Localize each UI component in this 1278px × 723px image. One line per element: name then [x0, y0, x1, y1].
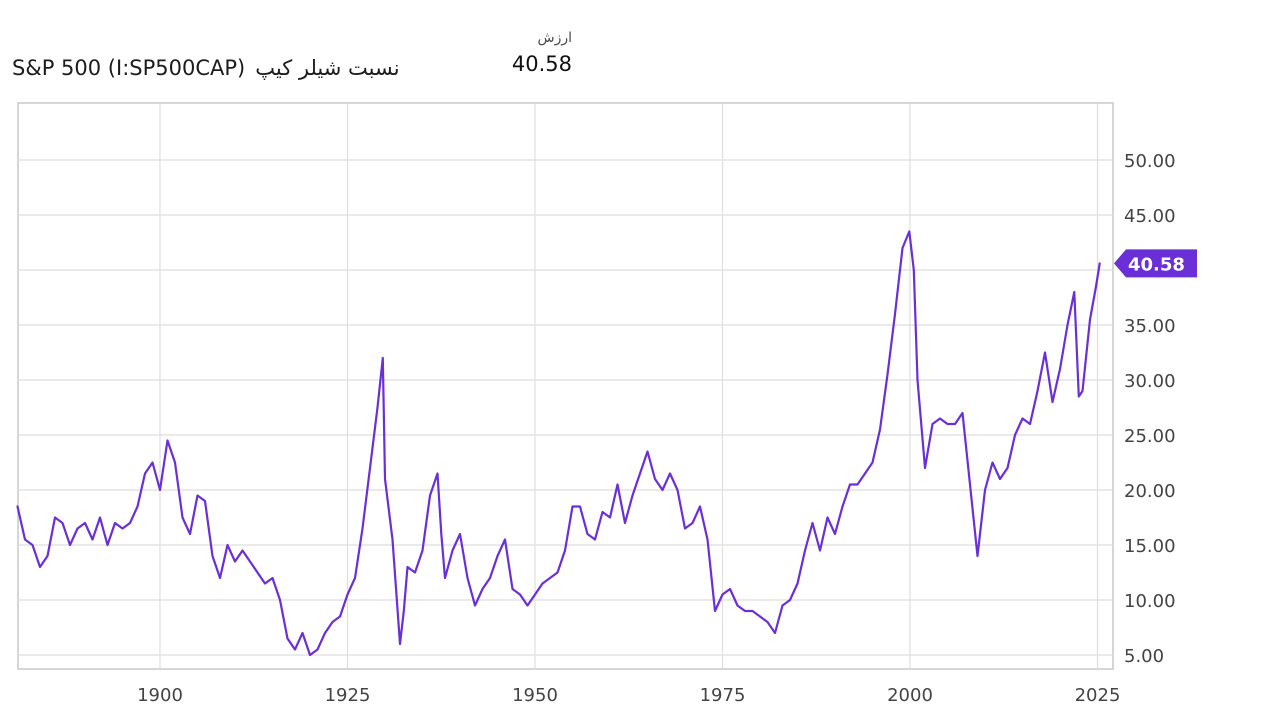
current-value-block: ارزش 40.58	[500, 30, 572, 76]
y-axis-ticks: 5.0010.0015.0020.0025.0030.0035.0040.004…	[1124, 151, 1176, 667]
x-axis-ticks: 1900 1925 1950 1975 2000 2025	[137, 685, 1120, 706]
cape-ratio-line	[16, 230, 1101, 657]
x-tick-label: 2000	[887, 685, 933, 706]
x-tick-label: 1925	[325, 685, 371, 706]
last-value-badge	[1114, 249, 1197, 278]
series-name: S&P 500 (I:SP500CAP)	[12, 56, 246, 80]
x-tick-label: 2025	[1075, 685, 1121, 706]
last-value-label: 40.58	[1128, 254, 1185, 275]
y-tick-label: 15.00	[1124, 536, 1176, 557]
last-value-marker: 40.58	[1114, 249, 1197, 278]
y-tick-label: 50.00	[1124, 151, 1176, 172]
y-tick-label: 30.00	[1124, 371, 1176, 392]
x-tick-label: 1900	[137, 685, 183, 706]
x-tick-label: 1975	[700, 685, 746, 706]
metric-name: نسبت شیلر کیپ	[255, 56, 400, 80]
y-tick-label: 10.00	[1124, 591, 1176, 612]
value-label: ارزش	[537, 30, 572, 46]
y-tick-label: 35.00	[1124, 316, 1176, 337]
plot-area-frame	[17, 102, 1114, 670]
y-tick-label: 5.00	[1124, 646, 1164, 667]
y-tick-label: 20.00	[1124, 481, 1176, 502]
chart-header-title: S&P 500 (I:SP500CAP) نسبت شیلر کیپ	[12, 56, 400, 80]
x-gridlines	[159, 103, 1099, 669]
value-number: 40.58	[511, 52, 572, 76]
y-tick-label: 45.00	[1124, 206, 1176, 227]
y-gridlines	[18, 159, 1113, 656]
x-tick-label: 1950	[512, 685, 558, 706]
y-tick-label: 25.00	[1124, 426, 1176, 447]
